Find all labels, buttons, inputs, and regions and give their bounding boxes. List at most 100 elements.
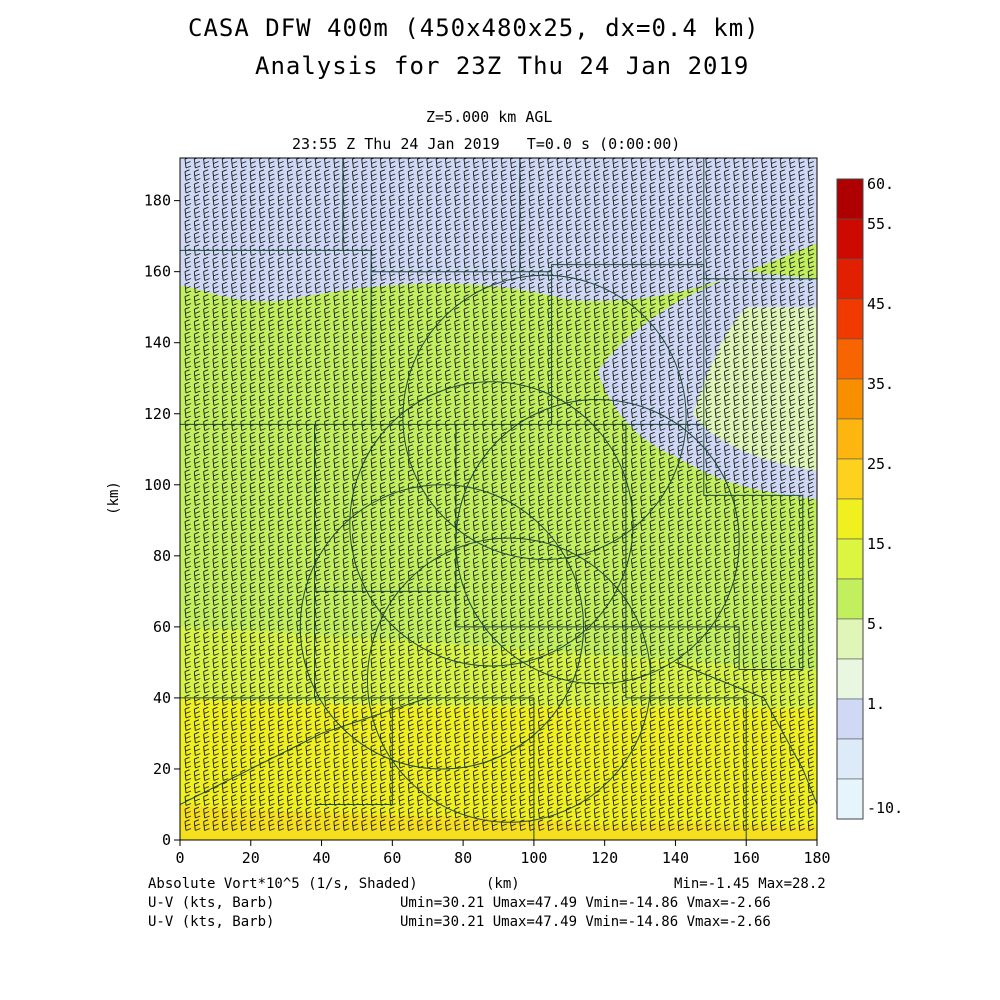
wind-barb <box>463 556 471 569</box>
wind-barb <box>649 158 657 169</box>
wind-barb <box>519 256 526 269</box>
wind-barb <box>417 231 424 244</box>
wind-barb <box>807 419 815 431</box>
wind-barb <box>723 431 731 444</box>
wind-barb <box>640 581 647 594</box>
wind-barb <box>361 444 368 456</box>
wind-barb <box>686 806 694 819</box>
wind-barb <box>640 194 647 206</box>
wind-barb <box>779 219 787 231</box>
wind-barb <box>296 369 303 381</box>
wind-barb <box>203 419 210 431</box>
wind-barb <box>212 506 220 519</box>
wind-barb <box>500 231 508 244</box>
wind-barb <box>463 281 471 294</box>
wind-barb <box>696 306 703 319</box>
wind-barb <box>705 456 712 469</box>
wind-barb <box>528 306 536 319</box>
wind-barb <box>305 181 313 194</box>
wind-barb <box>342 481 350 494</box>
x-tick-label: 160 <box>733 849 760 867</box>
wind-barb <box>668 644 675 656</box>
wind-barb <box>342 619 350 631</box>
wind-barb <box>258 431 266 444</box>
wind-barb <box>686 194 694 206</box>
wind-barb <box>231 181 238 194</box>
wind-barb <box>398 794 406 806</box>
wind-barb <box>807 219 815 231</box>
wind-barb <box>193 256 201 269</box>
wind-barb <box>510 606 517 619</box>
wind-barb <box>537 706 545 719</box>
colorbar-label: 25. <box>867 455 894 473</box>
wind-barb <box>528 394 536 406</box>
wind-barb <box>277 394 285 406</box>
wind-barb <box>565 669 573 681</box>
wind-barb <box>193 594 201 606</box>
wind-barb <box>454 656 461 669</box>
wind-barb <box>779 556 787 569</box>
wind-barb <box>370 569 378 581</box>
wind-barb <box>286 631 294 644</box>
wind-barb <box>658 769 666 781</box>
wind-barb <box>491 681 499 694</box>
wind-barb <box>342 519 350 531</box>
wind-barb <box>584 819 592 831</box>
wind-barb <box>807 394 815 406</box>
wind-barb <box>314 456 322 469</box>
wind-barb <box>333 506 340 519</box>
wind-barb <box>575 756 582 769</box>
wind-barb <box>584 456 592 469</box>
wind-barb <box>463 769 471 781</box>
wind-barb <box>472 269 480 281</box>
wind-barb <box>426 519 433 531</box>
wind-barb <box>584 344 592 356</box>
wind-barb <box>342 494 350 506</box>
wind-barb <box>296 281 303 294</box>
wind-barb <box>379 744 387 756</box>
wind-barb <box>221 794 229 806</box>
wind-barb <box>314 544 322 556</box>
wind-barb <box>342 369 350 381</box>
wind-barb <box>482 806 489 819</box>
wind-barb <box>324 719 331 731</box>
wind-barb <box>779 406 787 419</box>
wind-barb <box>798 181 805 194</box>
wind-barb <box>240 419 247 431</box>
wind-barb <box>770 469 778 481</box>
wind-barb <box>314 619 322 631</box>
wind-barb <box>351 394 359 406</box>
wind-barb <box>807 281 815 294</box>
wind-barb <box>593 381 601 394</box>
wind-barb <box>277 194 285 206</box>
wind-barb <box>798 194 805 206</box>
wind-barb <box>556 256 564 269</box>
wind-barb <box>723 319 731 331</box>
wind-barb <box>789 431 796 444</box>
wind-barb <box>379 781 387 794</box>
wind-barb <box>807 756 815 769</box>
wind-barb <box>547 419 554 431</box>
wind-barb <box>472 181 480 194</box>
wind-barb <box>472 294 480 306</box>
wind-barb <box>454 394 461 406</box>
wind-barb <box>258 306 266 319</box>
wind-barb <box>770 531 778 544</box>
wind-barb <box>612 394 619 406</box>
wind-barb <box>528 794 536 806</box>
wind-barb <box>556 569 564 581</box>
wind-barb <box>742 644 750 656</box>
wind-barb <box>519 781 526 794</box>
wind-barb <box>547 158 554 169</box>
wind-barb <box>389 531 396 544</box>
wind-barb <box>789 356 796 369</box>
wind-barb <box>463 306 471 319</box>
wind-barb <box>575 706 582 719</box>
wind-barb <box>231 819 238 831</box>
wind-barb <box>249 531 257 544</box>
wind-barb <box>268 644 275 656</box>
wind-barb <box>277 319 285 331</box>
wind-barb <box>603 819 610 831</box>
wind-barb <box>435 681 443 694</box>
wind-barb <box>305 606 313 619</box>
